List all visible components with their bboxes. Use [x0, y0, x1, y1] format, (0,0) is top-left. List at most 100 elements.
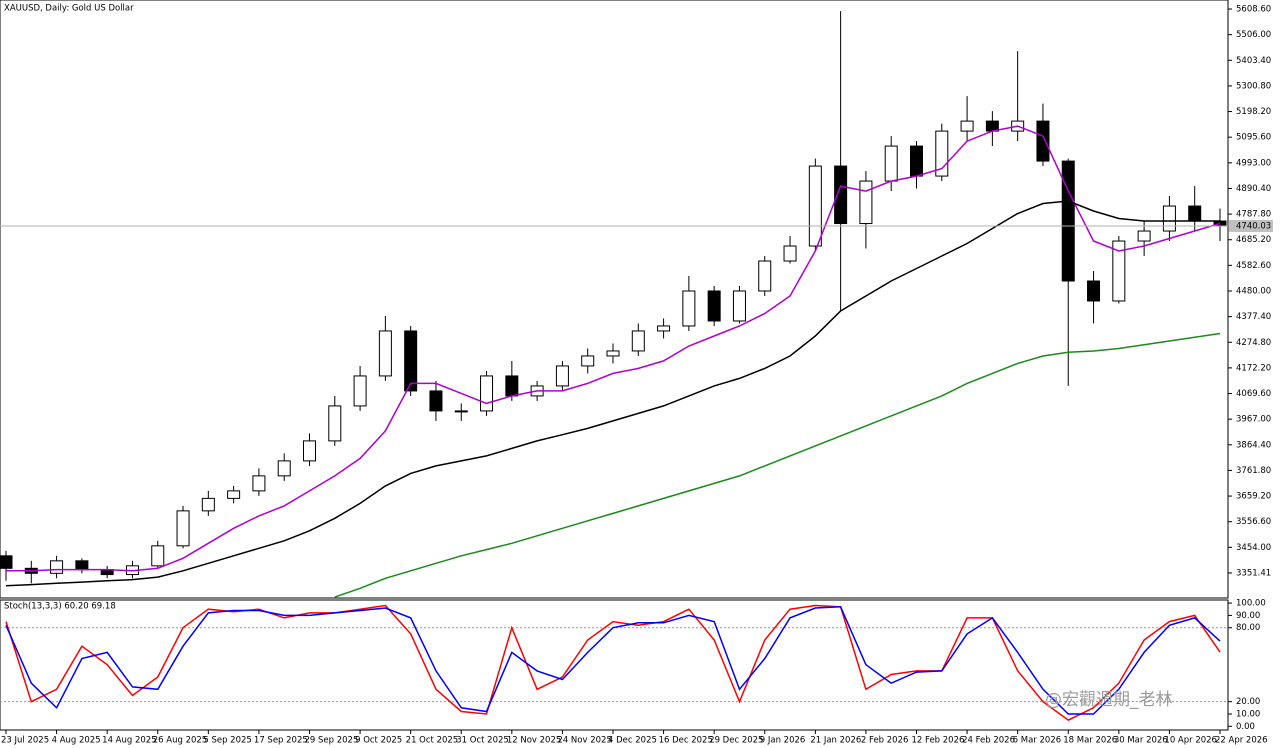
x-tick-label: 9 Jan 2026: [760, 736, 806, 746]
y-tick-label: 4582.60: [1236, 261, 1271, 271]
y-tick-label: 0.00: [1236, 722, 1255, 732]
y-tick-label: 4377.40: [1236, 312, 1271, 322]
candle-body: [859, 180, 873, 225]
candle-body: [303, 440, 316, 462]
y-tick-label: 3556.60: [1236, 517, 1271, 527]
main-pane: [0, 0, 1229, 599]
x-tick-label: 4 Dec 2025: [608, 736, 657, 746]
x-tick-label: 21 Jan 2026: [810, 736, 861, 746]
candle-body: [834, 165, 848, 225]
y-tick-label: 3659.20: [1236, 492, 1271, 502]
y-tick-label: 5198.20: [1236, 107, 1271, 117]
candle-body: [707, 290, 721, 322]
y-tick-label: 4172.20: [1236, 363, 1271, 373]
candle-body: [1087, 280, 1101, 302]
candle-body: [884, 145, 898, 182]
candle-body: [252, 475, 266, 492]
x-tick-label: 29 Dec 2025: [709, 736, 763, 746]
moving-average: [334, 332, 1221, 598]
x-tick-label: 18 Mar 2026: [1063, 736, 1117, 746]
candle-body: [50, 560, 64, 574]
x-tick-label: 10 Apr 2026: [1164, 736, 1217, 746]
moving-average: [6, 125, 1221, 572]
x-tick-label: 31 Oct 2025: [456, 736, 509, 746]
candle-body: [176, 510, 190, 547]
x-tick-label: 21 Oct 2025: [406, 736, 459, 746]
candle-body: [1162, 205, 1176, 232]
candle-body: [581, 355, 595, 367]
y-tick-label: 20.00: [1236, 697, 1260, 707]
x-tick-label: 9 Oct 2025: [355, 736, 402, 746]
candle-body: [960, 120, 974, 132]
candle-body: [0, 555, 13, 569]
candle-body: [732, 290, 746, 322]
price-tag-label: 4740.03: [1236, 222, 1271, 232]
candle-body: [808, 165, 822, 247]
x-tick-label: 14 Aug 2025: [102, 736, 156, 746]
candle-body: [1112, 240, 1126, 302]
y-tick-label: 3967.00: [1236, 415, 1271, 425]
y-tick-label: 4069.60: [1236, 389, 1271, 399]
candle-body: [353, 375, 367, 407]
x-tick-label: 16 Dec 2025: [659, 736, 713, 746]
candle-body: [1137, 230, 1151, 242]
candle-body: [657, 325, 671, 332]
x-tick-label: 24 Feb 2026: [962, 736, 1015, 746]
candle-body: [429, 390, 443, 412]
y-tick-label: 3351.41: [1236, 568, 1271, 578]
x-tick-label: 6 Mar 2026: [1013, 736, 1061, 746]
y-tick-label: 3864.40: [1236, 440, 1271, 450]
y-tick-label: 10.00: [1236, 709, 1260, 719]
x-tick-label: 5 Sep 2025: [203, 736, 251, 746]
candle-body: [480, 375, 494, 412]
y-tick-label: 4274.80: [1236, 338, 1271, 348]
x-tick-label: 12 Feb 2026: [912, 736, 965, 746]
price-tag: [1229, 220, 1273, 233]
x-tick-label: 24 Nov 2025: [557, 736, 611, 746]
x-tick-label: 23 Jul 2025: [1, 736, 49, 746]
candle-body: [555, 365, 569, 387]
y-tick-label: 4890.40: [1236, 184, 1271, 194]
x-tick-label: 30 Mar 2026: [1114, 736, 1168, 746]
y-tick-label: 3454.00: [1236, 543, 1271, 553]
y-tick-label: 4685.20: [1236, 235, 1271, 245]
candle-body: [328, 405, 342, 442]
y-tick-label: 90.00: [1236, 611, 1260, 621]
candle-body: [75, 560, 89, 571]
candle-body: [1061, 160, 1075, 282]
x-tick-label: 17 Sep 2025: [254, 736, 308, 746]
y-tick-label: 5095.60: [1236, 133, 1271, 143]
candle-body: [227, 490, 241, 499]
y-tick-label: 100.00: [1236, 599, 1266, 609]
candle-body: [201, 497, 215, 512]
y-tick-label: 5300.80: [1236, 81, 1271, 91]
candle-body: [758, 260, 772, 292]
indicator-title: Stoch(13,3,3) 60.20 69.18: [4, 602, 116, 612]
candle-body: [631, 330, 645, 352]
candle-body: [454, 410, 468, 413]
candle-body: [505, 375, 519, 397]
candle-body: [378, 330, 392, 377]
candle-body: [783, 245, 797, 262]
watermark: @宏觀週期_老林: [1045, 690, 1173, 710]
x-tick-label: 4 Aug 2025: [52, 736, 101, 746]
stoch-line: [5, 606, 1221, 715]
stoch-pane: [0, 599, 1229, 731]
y-tick-label: 4480.00: [1236, 286, 1271, 296]
moving-average: [5, 200, 1220, 587]
y-tick-label: 80.00: [1236, 623, 1260, 633]
y-tick-label: 5506.00: [1236, 30, 1271, 40]
chart-title: XAUUSD, Daily: Gold US Dollar: [4, 4, 134, 14]
y-tick-label: 5608.60: [1236, 5, 1271, 15]
y-tick-label: 3761.80: [1236, 466, 1271, 476]
y-tick-label: 5403.40: [1236, 56, 1271, 66]
candle-body: [606, 350, 620, 357]
y-tick-label: 4993.00: [1236, 158, 1271, 168]
candle-body: [682, 290, 696, 327]
candle-body: [910, 145, 923, 177]
x-tick-label: 22 Apr 2026: [1215, 736, 1268, 746]
stoch-line: [5, 604, 1221, 721]
x-tick-label: 29 Sep 2025: [305, 736, 359, 746]
x-tick-label: 26 Aug 2025: [153, 736, 207, 746]
